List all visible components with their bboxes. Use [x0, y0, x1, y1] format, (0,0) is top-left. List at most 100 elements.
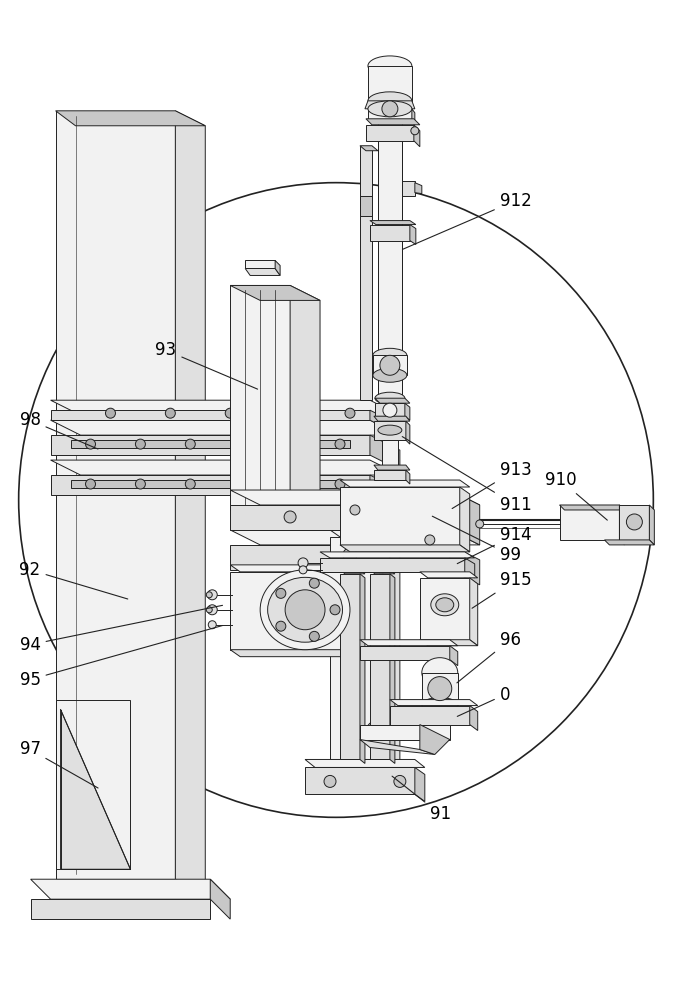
Polygon shape [420, 725, 450, 754]
Polygon shape [230, 565, 390, 572]
Circle shape [207, 590, 217, 600]
Polygon shape [415, 183, 422, 194]
Circle shape [235, 439, 245, 449]
Circle shape [344, 511, 356, 523]
Polygon shape [375, 403, 405, 416]
Circle shape [310, 578, 319, 588]
Circle shape [276, 588, 286, 598]
Polygon shape [320, 552, 474, 558]
Text: 99: 99 [432, 516, 521, 564]
Polygon shape [176, 111, 205, 894]
Polygon shape [31, 899, 210, 919]
Text: 915: 915 [472, 571, 531, 608]
Polygon shape [370, 475, 400, 510]
Circle shape [285, 590, 325, 630]
Polygon shape [50, 400, 400, 415]
Circle shape [284, 511, 296, 523]
Polygon shape [360, 646, 450, 660]
Text: 910: 910 [544, 471, 607, 520]
Polygon shape [31, 879, 230, 899]
Polygon shape [366, 125, 414, 141]
Text: 95: 95 [20, 625, 223, 689]
Text: 92: 92 [20, 561, 128, 599]
Circle shape [135, 439, 145, 449]
Circle shape [135, 479, 145, 489]
Circle shape [380, 355, 400, 375]
Polygon shape [420, 578, 470, 640]
Polygon shape [290, 285, 320, 525]
Polygon shape [414, 125, 420, 147]
Polygon shape [370, 574, 390, 759]
Circle shape [627, 514, 642, 530]
Polygon shape [374, 416, 410, 421]
Polygon shape [245, 260, 275, 268]
Polygon shape [230, 505, 450, 530]
Text: 96: 96 [457, 631, 521, 683]
Polygon shape [470, 706, 478, 731]
Circle shape [476, 520, 484, 528]
Circle shape [428, 677, 452, 701]
Polygon shape [230, 572, 380, 650]
Circle shape [206, 592, 212, 598]
Polygon shape [405, 403, 410, 420]
Circle shape [185, 439, 195, 449]
Circle shape [330, 605, 340, 615]
Polygon shape [340, 487, 460, 545]
Bar [422, 673, 458, 705]
Polygon shape [330, 537, 390, 759]
Polygon shape [360, 146, 378, 151]
Polygon shape [366, 119, 420, 125]
Circle shape [324, 775, 336, 787]
Polygon shape [375, 398, 410, 403]
Polygon shape [390, 574, 395, 763]
Polygon shape [56, 111, 205, 126]
Text: 914: 914 [457, 526, 531, 564]
Polygon shape [412, 109, 415, 123]
Polygon shape [420, 572, 478, 578]
Polygon shape [370, 221, 416, 225]
Circle shape [166, 408, 176, 418]
Polygon shape [50, 420, 400, 435]
Circle shape [206, 607, 212, 613]
Polygon shape [360, 725, 450, 740]
Polygon shape [50, 435, 370, 455]
Polygon shape [230, 545, 450, 570]
Circle shape [85, 439, 96, 449]
Ellipse shape [368, 56, 412, 76]
Polygon shape [365, 101, 415, 109]
Circle shape [276, 621, 286, 631]
Bar [378, 119, 402, 398]
Polygon shape [402, 181, 415, 196]
Circle shape [310, 631, 319, 641]
Polygon shape [340, 480, 470, 487]
Polygon shape [210, 879, 230, 919]
Polygon shape [340, 545, 470, 552]
Polygon shape [360, 196, 372, 216]
Polygon shape [71, 440, 350, 448]
Polygon shape [470, 578, 478, 646]
Polygon shape [649, 505, 654, 545]
Circle shape [394, 775, 406, 787]
Circle shape [298, 558, 308, 568]
Polygon shape [619, 505, 649, 540]
Ellipse shape [373, 348, 407, 362]
Text: 91: 91 [392, 776, 451, 823]
Circle shape [383, 403, 397, 417]
Ellipse shape [368, 101, 412, 117]
Circle shape [335, 439, 345, 449]
Polygon shape [56, 111, 176, 879]
Ellipse shape [260, 570, 350, 650]
Bar [368, 66, 412, 101]
Ellipse shape [373, 368, 407, 382]
Polygon shape [390, 537, 400, 766]
Polygon shape [50, 460, 400, 475]
Ellipse shape [268, 577, 343, 642]
Polygon shape [374, 465, 410, 470]
Polygon shape [360, 574, 365, 763]
Polygon shape [360, 146, 372, 400]
Polygon shape [340, 570, 365, 574]
Polygon shape [460, 487, 470, 552]
Polygon shape [245, 268, 280, 275]
Circle shape [285, 479, 295, 489]
Ellipse shape [375, 392, 405, 404]
